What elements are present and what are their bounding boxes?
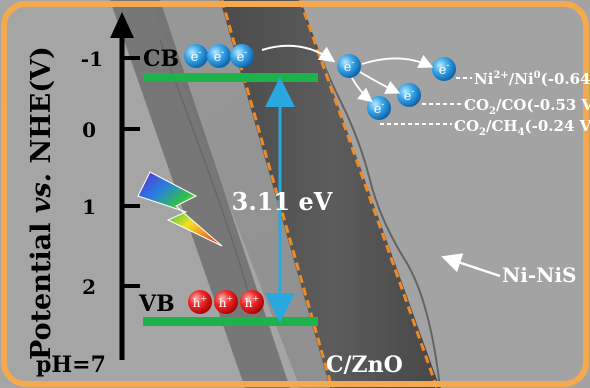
svg-text:e-: e- — [237, 48, 248, 65]
tick-label-0: 0 — [82, 118, 96, 142]
cb-electron: e- — [207, 44, 231, 68]
cb-electron: e- — [230, 44, 254, 68]
interface-line-right — [298, 0, 439, 388]
co-redox-label: CO2/CO(-0.53 V — [464, 96, 590, 117]
svg-text:e-: e- — [214, 48, 225, 65]
ninis-pointer-arrow — [441, 253, 501, 278]
cb-label: CB — [143, 46, 179, 72]
tick-label-2: 2 — [82, 275, 96, 299]
ph-label: pH=7 — [36, 352, 106, 378]
branch-arrow-co — [359, 71, 401, 94]
ch4-redox-label: CO2/CH4(-0.24 V — [454, 117, 590, 138]
svg-text:e-: e- — [191, 48, 202, 65]
tick-label-1: 1 — [82, 195, 96, 219]
vb-label: VB — [138, 291, 175, 317]
left-edge-texture — [159, 39, 251, 301]
shell-electron: e- — [432, 57, 456, 81]
czno-label: C/ZnO — [326, 352, 403, 378]
vb-hole: h+ — [188, 290, 212, 314]
svg-text:e-: e- — [404, 87, 415, 104]
shell-electron: e- — [367, 96, 391, 120]
svg-text:e-: e- — [344, 58, 355, 75]
transfer-arrow — [261, 44, 336, 63]
band-gap-label: 3.11 eV — [232, 187, 333, 216]
valence-band — [143, 317, 318, 326]
shell-edge-texture — [299, 0, 441, 388]
vb-hole: h+ — [214, 290, 238, 314]
ninis-label: Ni-NiS — [502, 263, 577, 287]
potential-axis-arrowhead — [110, 12, 134, 38]
svg-text:h+: h+ — [245, 294, 259, 310]
left-dark-strip — [110, 0, 290, 388]
svg-text:e-: e- — [439, 61, 450, 78]
ni-redox-label: Ni2+/Ni0(-0.64 V — [474, 70, 590, 88]
tick-label-minus1: -1 — [81, 47, 103, 71]
axis-title: Potential vs. NHE(V) — [26, 46, 57, 360]
shell-electron: e- — [337, 54, 361, 78]
cb-electron: e- — [184, 44, 208, 68]
vb-hole: h+ — [240, 290, 264, 314]
branch-arrow-ch4 — [351, 77, 373, 103]
svg-text:h+: h+ — [193, 294, 207, 310]
svg-text:e-: e- — [374, 100, 385, 117]
svg-text:h+: h+ — [219, 294, 233, 310]
light-bolt-icon — [137, 171, 223, 247]
shell-electron: e- — [397, 83, 421, 107]
conduction-band — [143, 73, 318, 82]
branch-arrow-ni — [361, 54, 434, 68]
